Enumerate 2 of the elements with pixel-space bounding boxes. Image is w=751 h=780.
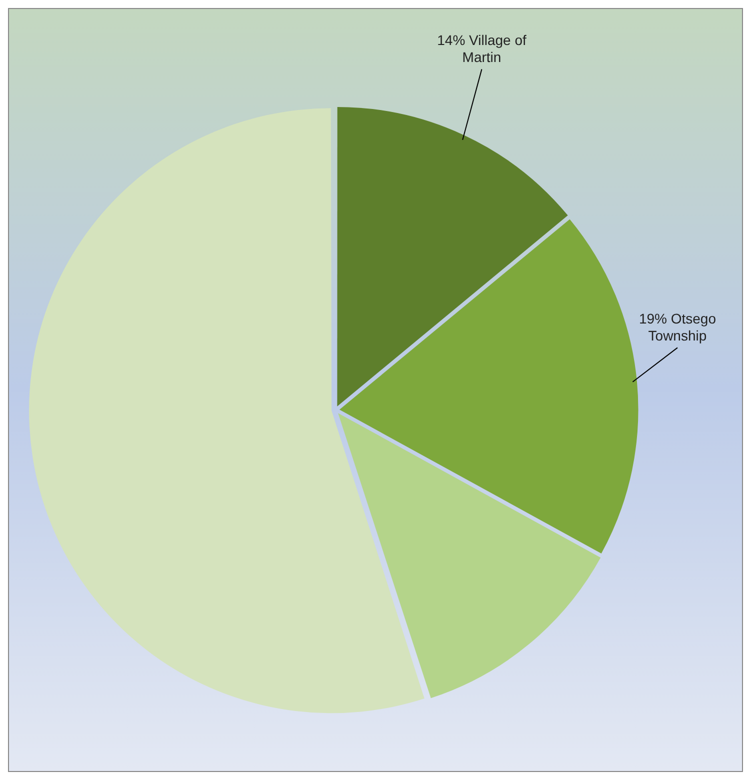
slice-label: 19% Otsego Township [638, 310, 716, 344]
slice-label: 14% Village of Martin [437, 32, 526, 66]
